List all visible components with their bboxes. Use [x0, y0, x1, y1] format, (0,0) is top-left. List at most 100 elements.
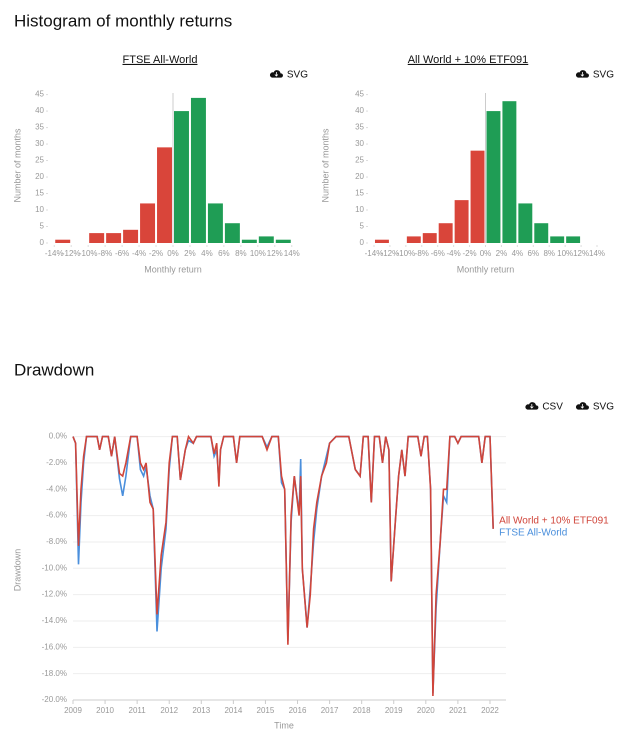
x-tick-label: -8%: [98, 249, 112, 258]
chart-title: All World + 10% ETF091: [408, 54, 529, 66]
histogram-bar: [502, 101, 517, 243]
y-tick-label: -6.0%: [46, 511, 67, 520]
histogram-bar: [550, 236, 565, 243]
histogram-bar: [174, 111, 189, 243]
x-tick-label: 4%: [512, 249, 524, 258]
x-tick-label: 2016: [289, 706, 307, 715]
x-tick-label: 10%: [557, 249, 573, 258]
y-tick-label: -12.0%: [42, 590, 67, 599]
histogram-bar: [89, 233, 105, 243]
histogram-bar: [534, 223, 549, 243]
x-tick-label: 0%: [480, 249, 492, 258]
x-tick-label: 4%: [201, 249, 213, 258]
histogram-bar: [258, 236, 274, 243]
y-tick-label: 20: [35, 172, 44, 181]
y-tick-label: 5: [360, 222, 365, 231]
download-button[interactable]: SVG: [593, 70, 614, 81]
x-tick-label: -14%: [365, 249, 384, 258]
x-tick-label: 12%: [573, 249, 589, 258]
histogram-bar: [207, 203, 223, 243]
y-tick-label: 40: [355, 106, 364, 115]
histogram-bar: [438, 223, 453, 243]
x-tick-label: 2%: [184, 249, 196, 258]
histogram-bar: [374, 239, 389, 243]
x-tick-label: 6%: [218, 249, 230, 258]
x-tick-label: 2011: [129, 706, 147, 715]
x-tick-label: -2%: [462, 249, 476, 258]
x-tick-label: -10%: [397, 249, 416, 258]
x-tick-label: 2018: [353, 706, 371, 715]
download-button[interactable]: SVG: [287, 70, 308, 81]
histogram-bar: [55, 239, 71, 243]
y-tick-label: 0: [40, 238, 45, 247]
x-tick-label: 8%: [543, 249, 555, 258]
y-tick-label: 40: [35, 106, 44, 115]
section-title: Drawdown: [14, 360, 94, 379]
download-button[interactable]: CSV: [542, 402, 563, 413]
y-axis-label: Drawdown: [12, 549, 22, 592]
download-button[interactable]: SVG: [593, 402, 614, 413]
x-tick-label: 0%: [167, 249, 179, 258]
legend-label: All World + 10% ETF091: [499, 516, 609, 527]
y-tick-label: 0: [360, 238, 365, 247]
x-tick-label: 12%: [267, 249, 283, 258]
drawdown-line: [72, 434, 494, 697]
x-tick-label: 2017: [321, 706, 339, 715]
x-tick-label: 14%: [284, 249, 300, 258]
histogram-bar: [406, 236, 421, 243]
download-icon: [269, 69, 284, 79]
histogram-bar: [275, 239, 291, 243]
x-tick-label: 2%: [496, 249, 508, 258]
y-tick-label: -2.0%: [46, 458, 67, 467]
y-tick-label: 45: [355, 90, 364, 99]
x-tick-label: -10%: [79, 249, 98, 258]
x-axis-label: Time: [274, 720, 294, 730]
x-tick-label: 2009: [64, 706, 82, 715]
histogram-bar: [241, 239, 257, 243]
y-tick-label: -8.0%: [46, 537, 67, 546]
histogram-bar: [123, 229, 139, 243]
histogram-bar: [157, 147, 172, 243]
x-axis-label: Monthly return: [144, 264, 202, 274]
y-tick-label: 25: [355, 156, 364, 165]
histogram-bar: [422, 233, 437, 243]
x-tick-label: 2014: [224, 706, 242, 715]
y-tick-label: 0.0%: [49, 432, 67, 441]
download-icon: [524, 401, 540, 411]
x-axis-label: Monthly return: [457, 264, 515, 274]
legend-label: FTSE All-World: [499, 528, 567, 539]
y-tick-label: 20: [355, 172, 364, 181]
histogram-bar: [518, 203, 533, 243]
y-tick-label: 30: [35, 139, 44, 148]
x-tick-label: 2019: [385, 706, 403, 715]
x-tick-label: 2015: [257, 706, 275, 715]
x-tick-label: -14%: [45, 249, 64, 258]
x-tick-label: 2013: [192, 706, 210, 715]
x-tick-label: 2020: [417, 706, 435, 715]
x-tick-label: -4%: [132, 249, 146, 258]
y-tick-label: 35: [355, 123, 364, 132]
histogram-bar: [486, 111, 501, 243]
x-tick-label: -12%: [62, 249, 81, 258]
histogram-bar: [140, 203, 156, 243]
y-tick-label: -14.0%: [42, 616, 67, 625]
x-tick-label: 14%: [589, 249, 605, 258]
x-tick-label: -6%: [431, 249, 445, 258]
x-tick-label: 2012: [160, 706, 178, 715]
histogram-bar: [224, 223, 240, 243]
x-tick-label: -4%: [447, 249, 461, 258]
x-tick-label: 6%: [528, 249, 540, 258]
histogram-bar: [470, 150, 485, 243]
y-tick-label: 5: [40, 222, 45, 231]
y-tick-label: 10: [35, 205, 44, 214]
histogram-bar: [566, 236, 581, 243]
histogram-bar: [190, 97, 206, 243]
x-tick-label: -12%: [381, 249, 400, 258]
y-tick-label: 30: [355, 139, 364, 148]
x-tick-label: 2010: [96, 706, 114, 715]
x-tick-label: -6%: [115, 249, 129, 258]
y-tick-label: -4.0%: [46, 484, 67, 493]
y-tick-label: 25: [35, 156, 44, 165]
x-tick-label: 2022: [481, 706, 499, 715]
